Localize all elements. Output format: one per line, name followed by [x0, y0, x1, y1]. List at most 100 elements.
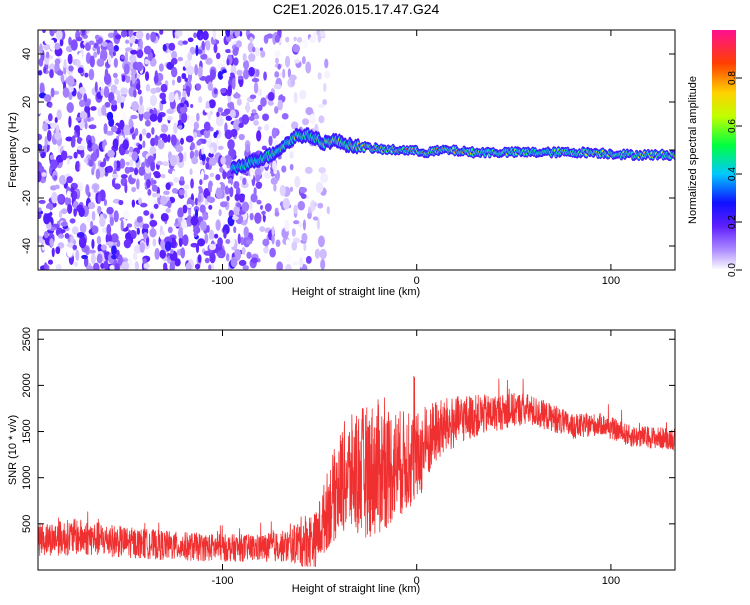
noise-cell	[268, 135, 273, 146]
noise-cell	[64, 196, 72, 206]
noise-cell	[160, 213, 168, 222]
noise-cell	[38, 170, 42, 183]
noise-cell	[139, 133, 143, 142]
noise-cell	[66, 75, 75, 87]
noise-cell	[273, 168, 278, 175]
noise-cell	[262, 113, 270, 121]
noise-cell	[260, 50, 266, 58]
noise-cell	[54, 58, 61, 65]
noise-cell	[170, 249, 174, 255]
noise-cell	[110, 233, 119, 243]
noise-cell	[74, 133, 78, 138]
noise-cell	[118, 135, 125, 144]
noise-cell	[107, 54, 112, 65]
noise-cell	[233, 93, 241, 99]
noise-cell	[129, 54, 137, 63]
noise-cell	[179, 102, 185, 108]
noise-cell	[195, 44, 199, 57]
noise-cell	[250, 193, 258, 203]
noise-cell	[284, 219, 290, 232]
noise-cell	[260, 97, 267, 107]
noise-cell	[90, 220, 94, 228]
noise-cell	[317, 202, 324, 209]
noise-cell	[135, 189, 143, 194]
noise-cell	[323, 82, 327, 92]
noise-cell	[111, 178, 116, 188]
noise-cell	[264, 203, 272, 212]
noise-cell	[202, 30, 209, 41]
noise-cell	[62, 87, 70, 98]
noise-cell	[74, 125, 81, 133]
noise-cell	[38, 143, 43, 151]
noise-cell	[131, 262, 136, 270]
noise-cell	[284, 55, 291, 68]
noise-cell	[241, 201, 250, 213]
noise-cell	[285, 239, 290, 247]
noise-cell	[136, 73, 141, 79]
noise-cell	[194, 186, 199, 197]
noise-cell	[139, 95, 143, 106]
noise-cell	[242, 177, 247, 185]
noise-cell	[220, 156, 226, 165]
noise-cell	[113, 160, 117, 170]
noise-cell	[163, 190, 170, 196]
noise-cell	[68, 65, 74, 72]
noise-cell	[69, 218, 76, 224]
noise-cell	[173, 176, 180, 183]
noise-cell	[124, 47, 133, 52]
noise-cell	[260, 205, 264, 210]
noise-cell	[248, 66, 255, 77]
noise-cell	[48, 102, 53, 108]
noise-cell	[78, 207, 85, 218]
noise-cell	[227, 84, 233, 97]
noise-cell	[49, 238, 54, 247]
noise-cell	[107, 32, 115, 39]
noise-cell	[236, 69, 243, 76]
noise-cell	[128, 146, 134, 153]
noise-cell	[251, 109, 257, 114]
noise-cell	[227, 237, 236, 248]
noise-cell	[241, 114, 250, 125]
noise-cell	[205, 40, 211, 51]
noise-cell	[203, 121, 211, 132]
noise-cell	[45, 51, 50, 59]
noise-cell	[60, 221, 68, 227]
noise-cell	[229, 186, 234, 198]
snr-axes: -100 0 100 500 1000 1500 2000 2500	[21, 327, 675, 587]
noise-cell	[105, 241, 114, 246]
noise-cell	[120, 55, 125, 60]
noise-cell	[73, 151, 78, 159]
noise-cell	[173, 122, 178, 135]
noise-cell	[84, 72, 89, 78]
noise-cell	[225, 30, 231, 38]
noise-cell	[210, 69, 216, 81]
spectrogram-axes: -100 0 100 -40 -20 0 20 40	[21, 30, 675, 287]
noise-cell	[99, 215, 106, 227]
noise-cell	[237, 75, 244, 80]
noise-cell	[158, 63, 164, 72]
noise-cell	[255, 68, 260, 78]
noise-cell	[297, 200, 306, 211]
noise-cell	[156, 124, 162, 131]
noise-cell	[291, 241, 298, 251]
noise-cell	[324, 58, 329, 69]
noise-cell	[38, 199, 46, 204]
noise-cell	[175, 144, 184, 153]
noise-cell	[182, 90, 187, 98]
noise-cell	[255, 181, 263, 189]
noise-cell	[254, 212, 262, 224]
noise-cell	[217, 145, 224, 151]
y-tick-label: -20	[21, 190, 33, 206]
noise-cell	[54, 184, 60, 190]
noise-cell	[293, 59, 300, 64]
noise-cell	[101, 104, 107, 116]
noise-cell	[226, 58, 230, 66]
noise-cell	[186, 197, 193, 210]
noise-cell	[152, 238, 157, 247]
noise-cell	[318, 103, 326, 108]
noise-cell	[115, 90, 121, 96]
noise-cell	[76, 160, 80, 171]
noise-cell	[207, 111, 212, 121]
noise-cell	[253, 187, 257, 196]
noise-cell	[215, 187, 223, 200]
